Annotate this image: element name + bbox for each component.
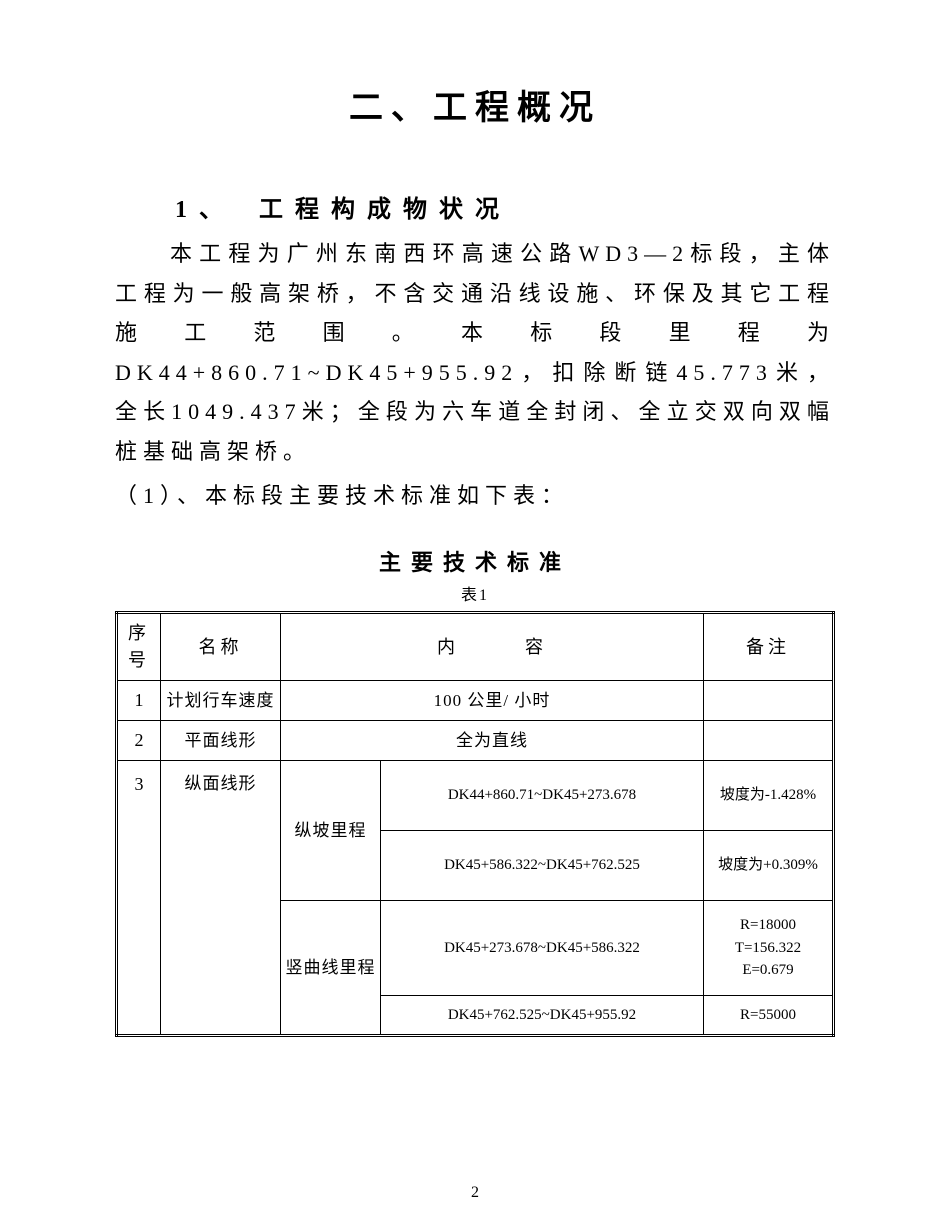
spec-table: 序号 名称 内 容 备注 1 计划行车速度 100 公里/ 小时 2 平面线形 …: [115, 611, 835, 1037]
cell-remark: [704, 721, 834, 761]
table-title: 主要技术标准: [115, 545, 835, 577]
section-heading: 1、 工程构成物状况: [115, 189, 835, 224]
cell-name: 计划行车速度: [161, 681, 281, 721]
cell-remark: R=18000 T=156.322 E=0.679: [704, 901, 834, 996]
header-seq: 序号: [117, 613, 161, 681]
page-number: 2: [0, 1184, 950, 1202]
table-header-row: 序号 名称 内 容 备注: [117, 613, 834, 681]
cell-seq: 2: [117, 721, 161, 761]
table-row: 3 纵面线形 纵坡里程 DK44+860.71~DK45+273.678 坡度为…: [117, 761, 834, 831]
header-name: 名称: [161, 613, 281, 681]
cell-remark: [704, 681, 834, 721]
cell-content: DK45+762.525~DK45+955.92: [381, 996, 704, 1036]
header-content: 内 容: [281, 613, 704, 681]
document-title: 二、工程概况: [115, 80, 835, 129]
cell-content: DK45+273.678~DK45+586.322: [381, 901, 704, 996]
cell-content: DK44+860.71~DK45+273.678: [381, 761, 704, 831]
paragraph-1: 本工程为广州东南西环高速公路WD3—2标段，主体工程为一般高架桥，不含交通沿线设…: [115, 234, 835, 472]
cell-seq: 1: [117, 681, 161, 721]
table-row: 2 平面线形 全为直线: [117, 721, 834, 761]
cell-content: 全为直线: [281, 721, 704, 761]
cell-remark: 坡度为-1.428%: [704, 761, 834, 831]
cell-sub-label: 纵坡里程: [281, 761, 381, 901]
header-remark: 备注: [704, 613, 834, 681]
cell-content: 100 公里/ 小时: [281, 681, 704, 721]
cell-remark: R=55000: [704, 996, 834, 1036]
table-row: 1 计划行车速度 100 公里/ 小时: [117, 681, 834, 721]
cell-remark: 坡度为+0.309%: [704, 831, 834, 901]
cell-name: 平面线形: [161, 721, 281, 761]
cell-sub-label: 竖曲线里程: [281, 901, 381, 1036]
cell-seq: 3: [117, 761, 161, 1036]
cell-name: 纵面线形: [161, 761, 281, 1036]
cell-content: DK45+586.322~DK45+762.525: [381, 831, 704, 901]
paragraph-2: （1）、本标段主要技术标准如下表：: [115, 476, 835, 516]
table-caption: 表1: [115, 581, 835, 605]
